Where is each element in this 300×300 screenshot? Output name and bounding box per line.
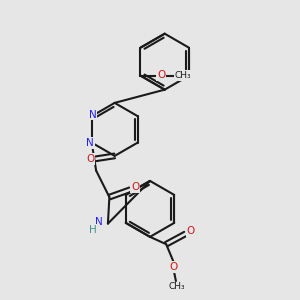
Text: O: O <box>131 182 140 192</box>
Text: N: N <box>95 217 103 227</box>
Text: N: N <box>89 110 97 120</box>
Text: O: O <box>86 154 94 164</box>
Text: O: O <box>187 226 195 236</box>
Text: CH₃: CH₃ <box>168 282 185 291</box>
Text: N: N <box>86 138 94 148</box>
Text: H: H <box>89 225 97 235</box>
Text: CH₃: CH₃ <box>175 71 191 80</box>
Text: O: O <box>170 262 178 272</box>
Text: O: O <box>157 70 165 80</box>
